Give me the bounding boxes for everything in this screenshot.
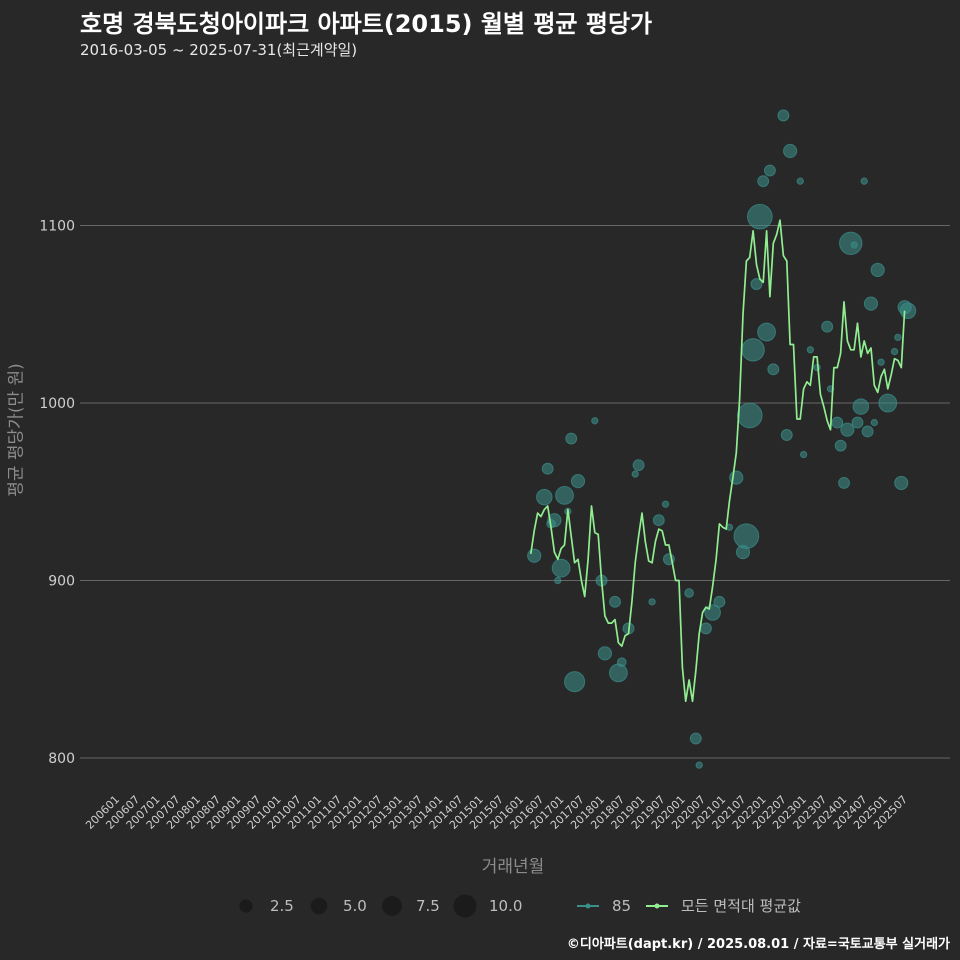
data-point xyxy=(870,418,878,427)
average-line xyxy=(529,219,906,703)
data-point xyxy=(736,402,763,429)
line-series-all-area-average xyxy=(529,219,906,703)
legend-size-key xyxy=(239,899,253,913)
data-point xyxy=(565,432,578,445)
legend-size-key xyxy=(382,896,402,916)
data-point xyxy=(608,663,628,683)
y-tick-label: 1000 xyxy=(39,396,75,412)
legend-size-label: 2.5 xyxy=(270,897,294,915)
data-point xyxy=(570,474,586,489)
data-point xyxy=(631,470,639,478)
data-point xyxy=(796,177,804,185)
data-point xyxy=(536,488,553,506)
legend-size-label: 5.0 xyxy=(343,897,367,915)
data-point xyxy=(806,346,814,354)
data-point xyxy=(831,416,844,429)
data-point xyxy=(850,241,858,249)
legend-line-label: 모든 면적대 평균값 xyxy=(681,897,801,915)
data-point xyxy=(713,595,726,608)
data-point xyxy=(564,671,586,693)
chart-title: 호명 경북도청아이파크 아파트(2015) 월별 평균 평당가 xyxy=(80,10,653,38)
y-tick-label: 900 xyxy=(48,574,75,590)
data-point xyxy=(838,476,850,489)
data-point xyxy=(870,262,885,278)
data-point xyxy=(746,203,773,230)
data-point xyxy=(821,320,834,333)
legend-points-label: 85 xyxy=(612,897,631,915)
data-point xyxy=(763,164,776,177)
data-point xyxy=(551,558,571,578)
data-point xyxy=(616,657,627,668)
data-point xyxy=(527,548,542,563)
data-point xyxy=(877,358,885,366)
legend-size-key xyxy=(310,897,328,915)
data-point xyxy=(597,646,613,661)
data-point xyxy=(757,175,770,188)
data-point xyxy=(840,422,855,437)
data-point xyxy=(632,459,645,472)
data-point xyxy=(541,462,554,475)
data-point xyxy=(852,398,870,415)
data-point xyxy=(733,523,760,550)
data-point xyxy=(648,598,656,606)
data-point xyxy=(741,338,765,362)
legend: 2.5 5.0 7.5 10.0 85 모든 면적대 평균값 xyxy=(239,894,801,918)
data-point xyxy=(689,732,702,745)
data-point xyxy=(695,761,703,769)
data-point xyxy=(652,514,665,527)
data-point xyxy=(554,576,562,585)
data-point xyxy=(851,416,864,429)
data-point xyxy=(839,231,863,256)
x-axis: 2006012006072007012007072008012008072009… xyxy=(83,793,910,832)
source-caption: ©디아파트(dapt.kr) / 2025.08.01 / 자료=국토교통부 실… xyxy=(566,937,950,952)
data-point xyxy=(878,393,898,413)
data-point xyxy=(777,109,790,122)
data-point xyxy=(861,425,874,438)
data-point xyxy=(555,485,574,505)
data-point xyxy=(591,417,599,425)
data-point xyxy=(699,622,712,635)
data-point xyxy=(894,475,909,491)
legend-points-key-dot xyxy=(585,903,591,909)
point-series-85 xyxy=(527,109,917,769)
grid xyxy=(80,225,950,759)
y-axis-label: 평균 평당가(만 원) xyxy=(6,363,27,497)
data-point xyxy=(757,322,776,342)
data-point xyxy=(750,278,763,291)
data-point xyxy=(609,595,621,608)
legend-line-key-dot xyxy=(654,903,660,909)
data-point xyxy=(684,588,694,598)
legend-size-key xyxy=(453,894,477,918)
data-point xyxy=(834,439,847,452)
y-axis: 800 900 1000 1100 xyxy=(39,219,75,767)
data-point xyxy=(860,177,868,185)
data-point xyxy=(783,143,798,159)
y-tick-label: 1100 xyxy=(39,219,75,235)
chart-subtitle: 2016-03-05 ~ 2025-07-31(최근계약일) xyxy=(80,41,358,59)
data-point xyxy=(890,347,899,356)
data-point xyxy=(799,450,808,459)
data-point xyxy=(899,302,917,319)
legend-size-label: 7.5 xyxy=(416,897,440,915)
data-point xyxy=(767,363,780,376)
data-point xyxy=(894,333,902,342)
data-point xyxy=(661,500,670,508)
x-axis-label: 거래년월 xyxy=(481,857,545,877)
legend-size-label: 10.0 xyxy=(489,897,522,915)
y-tick-label: 800 xyxy=(48,751,75,767)
data-point xyxy=(863,296,879,311)
data-point xyxy=(780,429,793,441)
